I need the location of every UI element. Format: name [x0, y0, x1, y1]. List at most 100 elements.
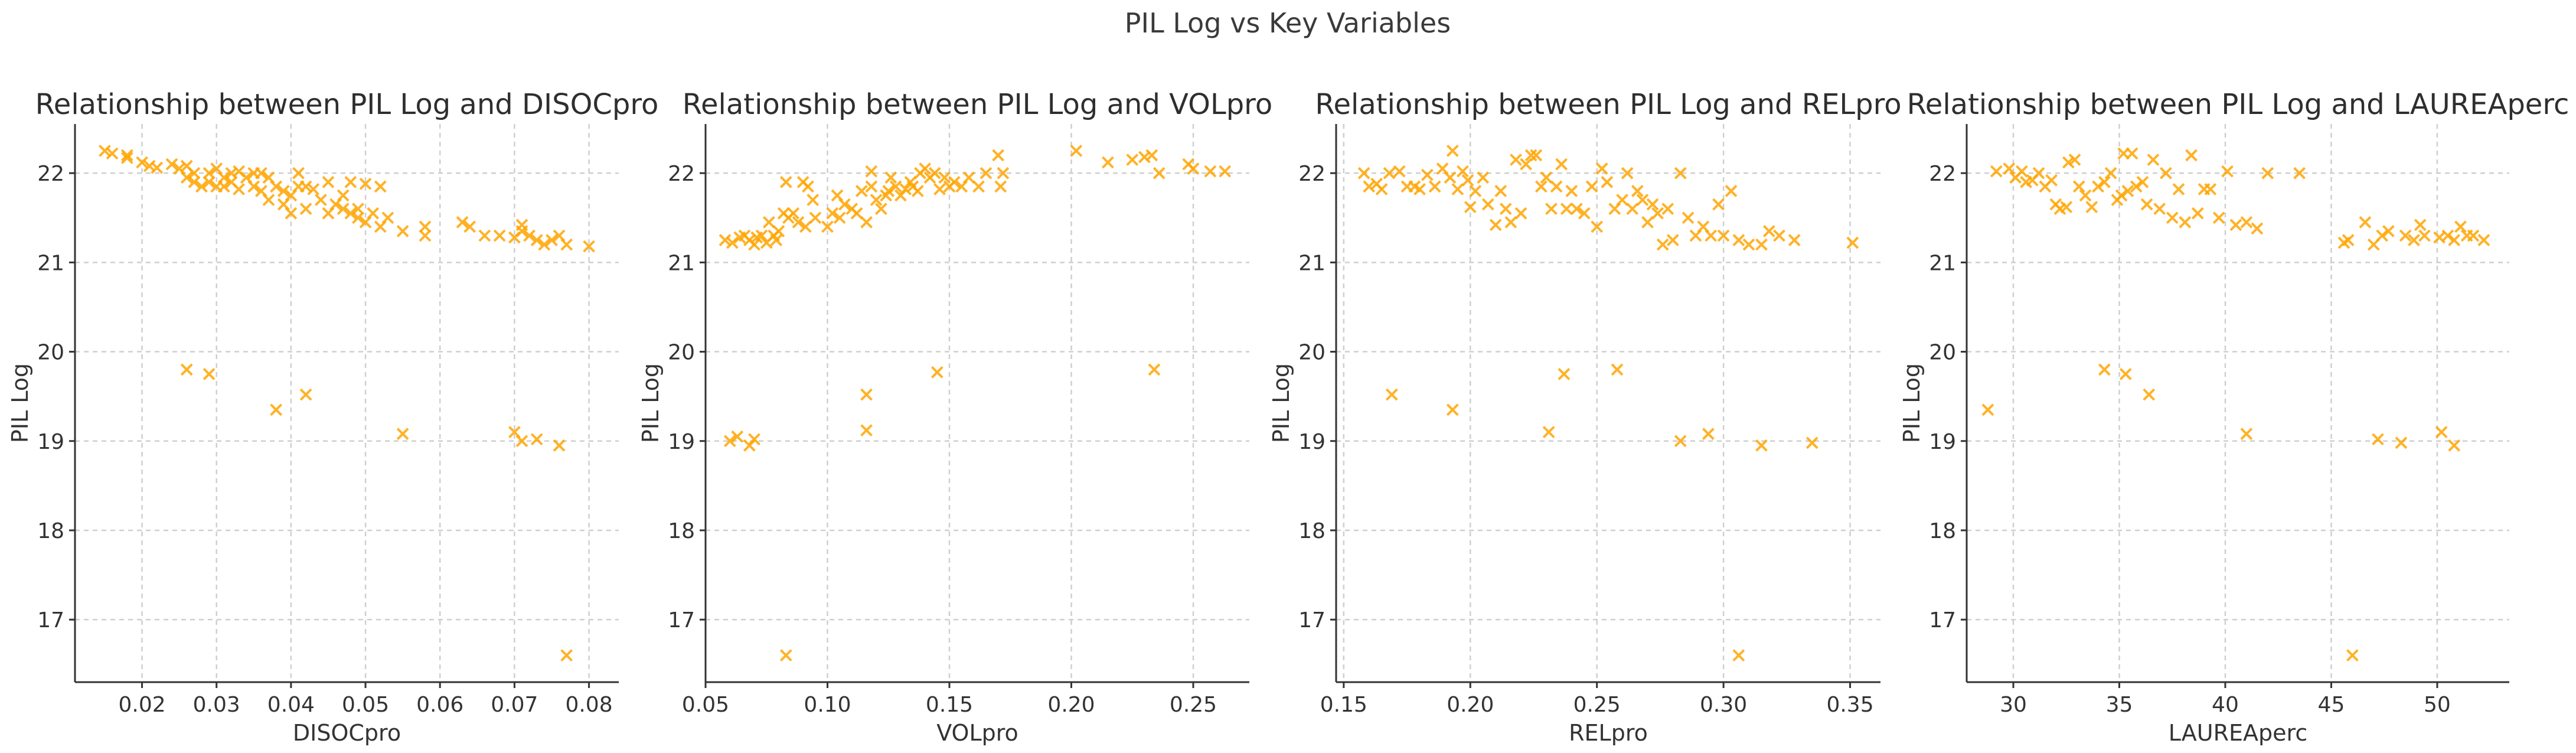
- data-point: [2172, 182, 2185, 195]
- data-point: [2448, 234, 2461, 246]
- data-point: [337, 203, 350, 216]
- data-point: [1494, 184, 1507, 197]
- data-point: [865, 165, 878, 178]
- y-tick-label: 20: [37, 341, 64, 365]
- y-tick-label: 21: [37, 251, 64, 275]
- data-point: [2032, 167, 2045, 180]
- data-point: [2003, 162, 2016, 175]
- y-axis-label: PIL Log: [1899, 363, 1925, 443]
- data-point: [762, 216, 775, 229]
- data-point: [2229, 219, 2242, 232]
- data-point: [838, 198, 851, 211]
- data-point: [833, 211, 846, 224]
- data-point: [770, 234, 783, 246]
- data-point: [2068, 154, 2081, 166]
- figure-suptitle: PIL Log vs Key Variables: [1125, 7, 1451, 39]
- data-point: [277, 184, 290, 197]
- data-point: [1674, 167, 1687, 180]
- y-tick-label: 20: [1929, 341, 1956, 365]
- x-tick-label: 0.15: [1320, 693, 1367, 717]
- data-point: [344, 175, 357, 188]
- data-point: [188, 175, 201, 188]
- data-point: [1510, 154, 1522, 166]
- data-point: [1565, 184, 1578, 197]
- y-tick-label: 21: [668, 251, 695, 275]
- x-tick-label: 0.25: [1573, 693, 1621, 717]
- data-point: [919, 162, 932, 175]
- data-point: [292, 167, 305, 180]
- data-point: [2140, 198, 2153, 211]
- data-point: [1705, 229, 1718, 242]
- data-point: [583, 240, 595, 253]
- subplot-2: 0.05 0.10 0.15 0.20 0.25 17 18 19 20 21 22 Relation…: [638, 88, 1272, 746]
- data-point: [419, 220, 432, 233]
- data-point: [99, 144, 111, 157]
- x-tick-label: 0.05: [342, 693, 389, 717]
- data-point: [1550, 180, 1563, 193]
- data-point: [2153, 203, 2166, 216]
- data-point: [530, 234, 543, 246]
- y-tick-label: 17: [1298, 608, 1325, 633]
- y-tick-label: 18: [668, 519, 695, 543]
- data-point: [799, 220, 812, 233]
- data-point: [1742, 238, 1755, 251]
- data-point: [352, 203, 364, 216]
- subplot-3: 0.15 0.20 0.25 0.30 0.35 17 18 19 20 21 22 Relation…: [1268, 88, 1902, 746]
- data-point: [1616, 194, 1629, 206]
- data-point: [1542, 426, 1555, 439]
- data-point: [1446, 403, 1459, 416]
- data-point: [860, 216, 873, 229]
- data-point: [2408, 234, 2420, 246]
- data-point: [180, 171, 193, 184]
- data-point: [1499, 203, 1512, 216]
- data-point: [779, 649, 792, 662]
- data-point: [1626, 203, 1639, 216]
- data-point: [1570, 203, 1583, 216]
- data-point: [180, 363, 193, 376]
- y-tick-label: 19: [1298, 430, 1325, 454]
- x-tick-label: 0.08: [565, 693, 612, 717]
- data-point: [307, 182, 320, 195]
- x-axis-label: DISOCpro: [293, 720, 401, 746]
- data-point: [337, 189, 350, 202]
- data-point: [2395, 436, 2408, 449]
- data-point: [2062, 156, 2075, 169]
- data-point: [493, 229, 506, 242]
- data-point: [1461, 174, 1474, 187]
- data-point: [972, 180, 985, 193]
- data-point: [233, 182, 245, 195]
- data-point: [203, 367, 216, 380]
- data-point: [530, 433, 543, 446]
- data-point: [344, 207, 357, 220]
- data-point: [1413, 182, 1426, 195]
- data-point: [1674, 435, 1687, 448]
- data-point: [1646, 198, 1659, 211]
- data-point: [2212, 211, 2225, 224]
- data-point: [933, 182, 946, 195]
- data-point: [396, 428, 409, 441]
- data-point: [2119, 367, 2132, 380]
- x-tick-label: 40: [2212, 693, 2239, 717]
- data-point: [962, 171, 975, 184]
- data-point: [2136, 175, 2149, 188]
- y-tick-label: 22: [1298, 162, 1325, 186]
- data-point: [2240, 428, 2253, 441]
- data-point: [203, 175, 216, 188]
- data-point: [1990, 165, 2003, 178]
- data-point: [755, 229, 768, 242]
- data-point: [136, 156, 148, 169]
- x-tick-label: 0.06: [416, 693, 463, 717]
- subplot-title: Relationship between PIL Log and VOLpro: [683, 88, 1272, 121]
- data-point: [456, 216, 469, 229]
- data-point: [2251, 222, 2264, 235]
- data-point: [2221, 165, 2234, 178]
- data-point: [1732, 234, 1745, 246]
- x-tick-label: 50: [2424, 693, 2451, 717]
- data-point: [1585, 180, 1598, 193]
- y-tick-label: 22: [1929, 162, 1956, 186]
- data-point: [1357, 167, 1370, 180]
- subplot-title: Relationship between PIL Log and LAUREAp…: [1907, 88, 2570, 121]
- data-point: [1788, 234, 1801, 246]
- data-point: [1545, 203, 1558, 216]
